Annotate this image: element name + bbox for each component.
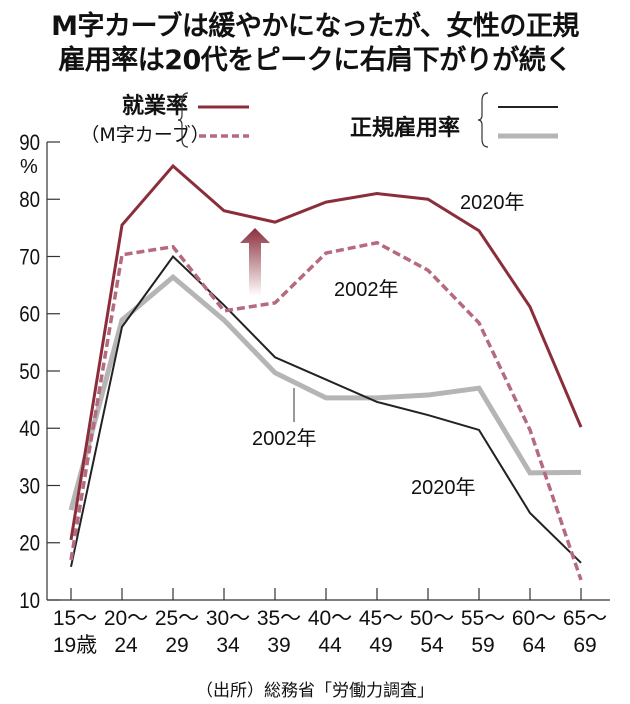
- x-tick-label: 65～: [563, 607, 607, 630]
- series-line-employment-2020: [69, 163, 583, 541]
- y-tick-label: 20: [19, 532, 40, 556]
- x-tick-label: 44: [318, 634, 342, 657]
- legend-brace-employment: [177, 92, 189, 148]
- x-tick-label: 25～: [155, 607, 199, 630]
- legend-employment-sublabel: （M字カーブ）: [80, 123, 209, 146]
- y-tick-label: 60: [19, 303, 40, 327]
- x-tick-label: 49: [369, 634, 392, 657]
- x-tick-label: 59: [471, 634, 494, 657]
- chart-title-line-1: M字カーブは緩やかになったが、女性の正規: [51, 11, 579, 42]
- chart-title-line-2: 雇用率は20代をピークに右肩下がりが続く: [58, 45, 572, 76]
- x-tick-label: 15～: [53, 607, 97, 630]
- y-tick-label: 50: [19, 361, 40, 385]
- x-tick-label: 60～: [512, 607, 556, 630]
- x-tick-label: 69: [573, 634, 596, 657]
- x-tick-label: 45～: [359, 607, 403, 630]
- y-tick-label: 10: [19, 590, 40, 614]
- x-tick-label: 24: [114, 634, 138, 657]
- x-tick-label: 55～: [461, 607, 505, 630]
- annotation-employment-2020: 2020年: [460, 191, 525, 214]
- annotation-regular-2020: 2020年: [411, 476, 476, 499]
- y-axis-unit: %: [20, 156, 38, 178]
- series-line-regular-2020: [70, 254, 582, 568]
- legend-regular-label: 正規雇用率: [350, 115, 460, 141]
- x-tick-label: 50～: [410, 607, 454, 630]
- y-tick-label: 80: [19, 189, 40, 213]
- y-tick-label: 40: [19, 418, 40, 442]
- x-tick-label: 39: [267, 634, 290, 657]
- x-tick-label: 35～: [257, 607, 301, 630]
- x-tick-label: 19歳: [53, 634, 97, 657]
- x-tick-label: 64: [522, 634, 546, 657]
- legend: 就業率 （M字カーブ） 正規雇用率: [80, 92, 558, 148]
- source-note: （出所）総務省「労働力調査」: [196, 681, 434, 701]
- legend-employment-label: 就業率: [122, 93, 188, 119]
- legend-brace-regular: [477, 92, 489, 148]
- annotation-employment-2002: 2002年: [334, 278, 399, 301]
- y-tick-label: 70: [19, 246, 40, 270]
- x-tick-label: 40～: [308, 607, 352, 630]
- y-tick-label: 90: [19, 132, 40, 156]
- increase-arrow: [240, 228, 270, 296]
- series-line-regular-2002: [68, 273, 582, 511]
- x-tick-label: 30～: [206, 607, 250, 630]
- x-tick-label: 34: [216, 634, 240, 657]
- annotation-regular-2002: 2002年: [252, 427, 317, 450]
- x-tick-label: 54: [420, 634, 444, 657]
- x-tick-label: 20～: [104, 607, 148, 630]
- x-tick-label: 29: [165, 634, 188, 657]
- y-tick-label: 30: [19, 475, 40, 499]
